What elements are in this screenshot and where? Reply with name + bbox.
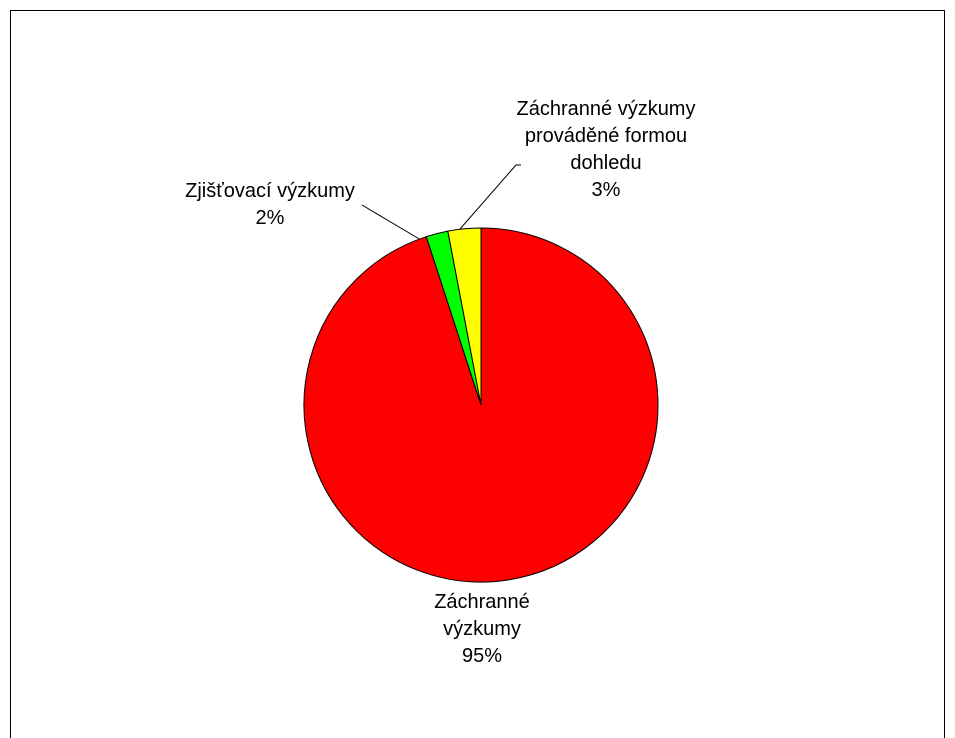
data-label: Záchranné výzkumy 95% <box>417 589 547 670</box>
leader-line <box>361 204 422 241</box>
category-label: Záchranné výzkumy prováděné formou dohle… <box>516 98 696 174</box>
data-label: Zjišťovací výzkumy 2% <box>155 178 385 232</box>
pie-slice <box>447 227 482 406</box>
leader-line <box>459 164 521 230</box>
percent-label: 95% <box>461 645 503 667</box>
category-label: Zjišťovací výzkumy <box>185 180 355 202</box>
percent-label: 2% <box>255 207 285 229</box>
pie-slice <box>303 227 659 583</box>
category-label: Záchranné výzkumy <box>434 591 530 640</box>
percent-label: 3% <box>591 179 621 201</box>
data-label: Záchranné výzkumy prováděné formou dohle… <box>516 96 696 204</box>
